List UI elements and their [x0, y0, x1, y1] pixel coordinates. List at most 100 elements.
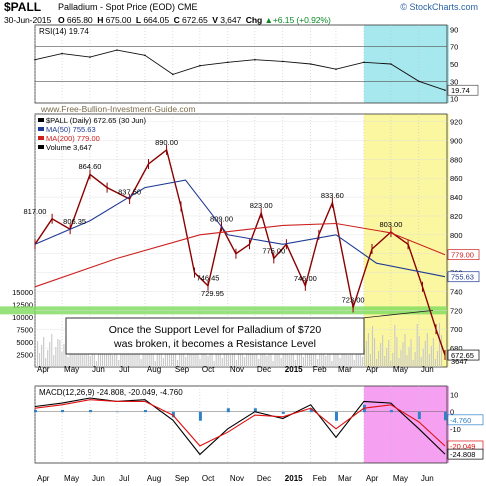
macd-histogram-bar	[253, 408, 257, 413]
rsi-point	[282, 60, 284, 63]
rsi-point	[254, 58, 256, 61]
macd-histogram-bar	[198, 411, 202, 421]
volume-bar	[120, 352, 122, 367]
volume-bar	[274, 353, 276, 367]
volume-bar	[136, 346, 138, 367]
x-tick-label: Oct	[202, 365, 215, 374]
volume-bar	[150, 348, 152, 367]
volume-bar	[298, 344, 300, 367]
volume-bar	[45, 358, 47, 367]
volume-bar	[59, 340, 61, 367]
volume-bar	[365, 341, 367, 367]
volume-bar	[266, 356, 268, 367]
volume-bar	[436, 351, 439, 367]
volume-bar	[412, 360, 414, 367]
macd-title: MACD(12,26,9) -24.808, -20.049, -4.760	[39, 388, 183, 397]
rsi-tick-label: 50	[450, 60, 458, 69]
volume-bar	[355, 352, 357, 367]
rsi-tick-label: 90	[450, 25, 458, 34]
volume-bar	[179, 352, 181, 367]
volume-bar	[402, 342, 404, 367]
volume-bar	[49, 342, 51, 367]
legend-swatch	[38, 118, 44, 122]
rsi-line	[34, 49, 446, 91]
x-tick-label: Apr	[366, 365, 379, 374]
volume-bar	[177, 360, 179, 367]
volume-bar	[77, 346, 79, 367]
macd-histogram-bar	[417, 411, 421, 420]
volume-tick-label: 12500	[12, 301, 33, 310]
ma50-line	[34, 179, 446, 278]
x-tick-label: Oct	[202, 474, 215, 483]
macd-tick-label: -10	[450, 425, 461, 434]
x-tick-label: May	[64, 474, 79, 483]
price-last-box	[447, 271, 480, 283]
volume-bar	[380, 343, 382, 367]
volume-bar	[426, 333, 428, 367]
macd-last-label: -20.049	[450, 442, 475, 451]
rsi-point	[61, 52, 63, 55]
macd-line	[34, 397, 446, 456]
volume-bar	[434, 359, 436, 367]
volume-bar	[83, 351, 85, 367]
volume-bar	[378, 351, 380, 367]
price-annotation: 833.60	[321, 191, 344, 200]
price-tick-label: 680	[450, 344, 463, 353]
volume-bar	[357, 344, 359, 367]
x-tick-label: May	[393, 365, 408, 374]
volume-key: V	[212, 15, 218, 25]
callout-box	[65, 317, 365, 355]
rsi-point	[172, 73, 174, 76]
volume-bar	[231, 347, 233, 367]
volume-bar	[144, 343, 146, 367]
volume-bar	[392, 353, 394, 367]
volume-bar	[367, 333, 369, 367]
volume-bar	[164, 350, 166, 367]
volume-bar	[223, 350, 225, 367]
volume-bar	[112, 355, 114, 367]
rsi-point	[335, 68, 337, 70]
price-tick-label: 880	[450, 155, 463, 164]
rsi-last-label: 19.74	[451, 86, 470, 95]
volume-bar	[290, 347, 292, 367]
macd-histogram-bar	[34, 409, 37, 413]
volume-bar	[361, 357, 363, 367]
volume-bar	[325, 356, 327, 367]
x-tick-label: Apr	[37, 365, 50, 374]
volume-bar	[122, 344, 124, 367]
price-tick-label: 700	[450, 325, 463, 334]
macd-tick-label: 0	[450, 408, 454, 417]
x-tick-label: Feb	[313, 474, 327, 483]
macd-highlight-band	[363, 386, 449, 463]
volume-bar	[209, 348, 211, 367]
volume-bar	[61, 352, 63, 367]
rsi-tick-label: 30	[450, 77, 458, 86]
macd-signal-line	[34, 399, 446, 447]
rsi-tick-label: 10	[450, 95, 458, 104]
volume-bar	[331, 361, 333, 367]
volume-bar	[353, 360, 355, 367]
rsi-highlight-band	[363, 25, 449, 103]
macd-histogram-bar	[88, 409, 92, 413]
price-tick-label: 900	[450, 136, 463, 145]
change-amount: +6.15 (+0.92%)	[272, 15, 331, 25]
rsi-point	[418, 80, 420, 83]
date-label: 30-Jun-2015	[4, 15, 52, 25]
price-tick-label: 740	[450, 287, 463, 296]
volume-tick-label: 15000	[12, 288, 33, 297]
volume-bar	[420, 357, 422, 367]
x-tick-label: Sep	[175, 365, 190, 374]
volume-bar	[363, 349, 365, 367]
volume-bar	[142, 351, 144, 367]
x-tick-label: Aug	[147, 474, 161, 483]
legend-swatch	[38, 136, 44, 140]
price-tick-label: 820	[450, 212, 463, 221]
price-annotation: 806.35	[63, 217, 86, 226]
macd-histogram-bar	[226, 408, 230, 413]
volume-bar	[201, 351, 203, 367]
rsi-point	[144, 54, 146, 57]
price-legend: $PALL (Daily) 672.65 (30 Jun)MA(50) 755.…	[38, 116, 147, 152]
x-tick-label: May	[64, 365, 79, 374]
price-tick-label: 860	[450, 174, 463, 183]
legend-label: $PALL (Daily) 672.65 (30 Jun)	[46, 116, 147, 125]
